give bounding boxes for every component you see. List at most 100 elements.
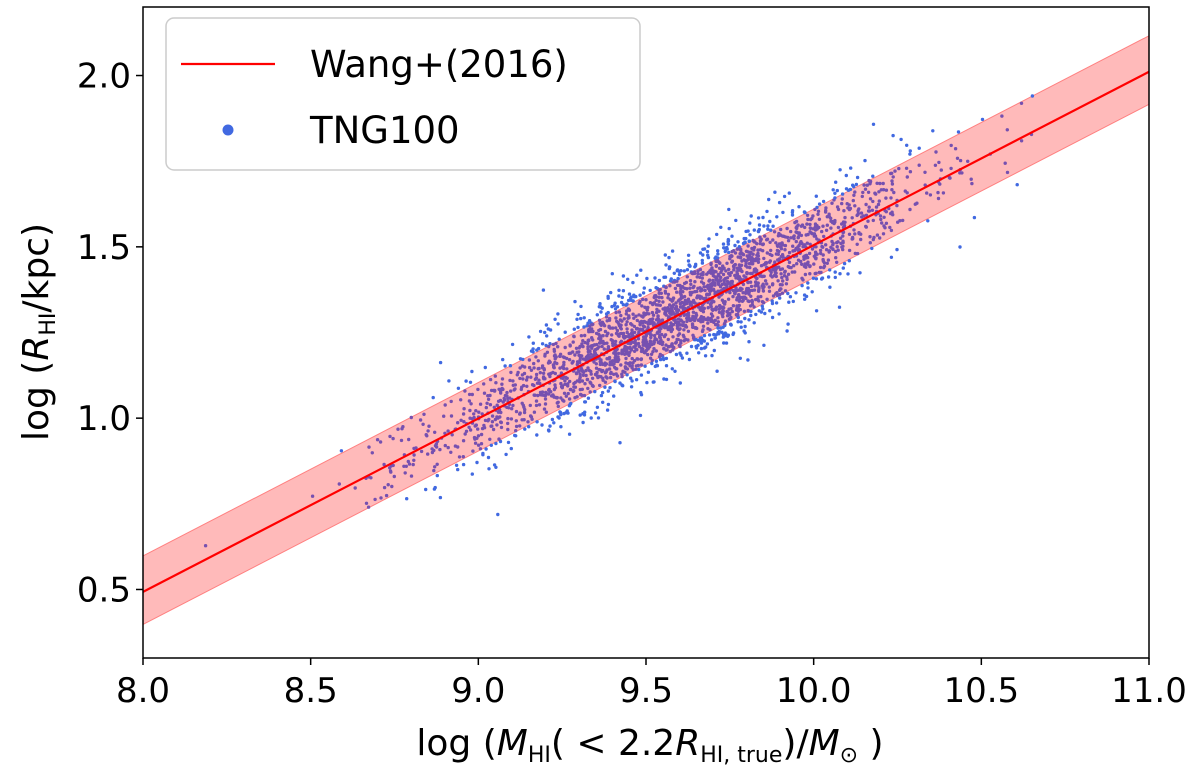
scatter-point: [871, 174, 875, 178]
scatter-point: [792, 264, 796, 268]
scatter-point: [884, 196, 888, 200]
scatter-point: [750, 298, 754, 303]
scatter-point: [689, 344, 694, 349]
scatter-point: [872, 235, 876, 240]
scatter-point: [692, 270, 697, 274]
scatter-point: [514, 409, 519, 414]
scatter-point: [623, 346, 628, 350]
scatter-point: [666, 337, 670, 342]
scatter-point: [690, 271, 694, 275]
scatter-point: [840, 192, 845, 196]
scatter-point: [493, 417, 498, 422]
scatter-point: [746, 258, 750, 262]
y-tick-label: 0.5: [77, 570, 131, 610]
scatter-point: [700, 276, 704, 280]
scatter-point: [580, 379, 585, 383]
scatter-point: [738, 356, 742, 360]
scatter-point: [883, 226, 887, 230]
scatter-point: [777, 242, 781, 246]
scatter-point: [648, 288, 652, 293]
scatter-point: [674, 301, 678, 305]
scatter-point: [641, 320, 645, 325]
scatter-point: [454, 463, 459, 467]
scatter-point: [649, 335, 653, 340]
scatter-point: [663, 253, 667, 257]
scatter-point: [375, 438, 380, 442]
scatter-point: [748, 288, 752, 293]
scatter-point: [710, 299, 714, 303]
scatter-point: [677, 272, 682, 277]
scatter-point: [621, 331, 626, 336]
scatter-point: [852, 228, 856, 232]
scatter-point: [908, 207, 912, 212]
scatter-point: [821, 253, 825, 257]
scatter-point: [672, 271, 676, 275]
scatter-point: [663, 326, 667, 330]
scatter-point: [735, 306, 739, 310]
scatter-point: [621, 369, 625, 373]
scatter-point: [818, 248, 823, 253]
scatter-point: [639, 357, 643, 362]
scatter-point: [624, 323, 628, 327]
scatter-point: [399, 438, 404, 443]
scatter-point: [785, 235, 790, 240]
scatter-point: [702, 247, 707, 251]
scatter-point: [527, 358, 532, 362]
scatter-point: [486, 397, 491, 401]
scatter-point: [570, 361, 574, 365]
scatter-point: [538, 371, 542, 375]
scatter-point: [714, 305, 719, 309]
scatter-point: [674, 304, 679, 309]
scatter-point: [604, 315, 609, 319]
scatter-point: [625, 373, 629, 377]
scatter-point: [734, 218, 738, 223]
scatter-point: [657, 295, 661, 299]
scatter-point: [562, 360, 566, 365]
scatter-point: [706, 270, 711, 275]
y-tick-label: 1.5: [77, 228, 131, 268]
scatter-point: [680, 300, 684, 305]
scatter-point: [878, 181, 882, 186]
scatter-point: [595, 347, 599, 351]
scatter-point: [601, 334, 605, 338]
scatter-point: [562, 411, 566, 416]
scatter-point: [520, 385, 524, 389]
scatter-point: [507, 406, 511, 410]
scatter-point: [878, 236, 882, 240]
scatter-point: [498, 398, 503, 403]
scatter-point: [956, 130, 961, 134]
scatter-point: [683, 301, 688, 306]
scatter-point: [644, 348, 648, 353]
scatter-point: [813, 271, 817, 276]
scatter-point: [619, 323, 623, 327]
scatter-point: [595, 405, 600, 409]
scatter-point: [412, 453, 416, 457]
scatter-point: [831, 241, 835, 246]
scatter-point: [878, 214, 883, 218]
scatter-point: [746, 308, 750, 313]
scatter-point: [851, 183, 855, 187]
scatter-point: [435, 473, 439, 478]
scatter-point: [530, 417, 534, 421]
scatter-point: [663, 289, 667, 293]
scatter-point: [657, 278, 662, 283]
scatter-point: [602, 341, 607, 346]
scatter-point: [497, 437, 501, 441]
scatter-point: [830, 201, 834, 205]
scatter-point: [366, 505, 371, 509]
scatter-point: [847, 203, 851, 207]
scatter-point: [684, 280, 688, 285]
scatter-point: [847, 259, 851, 263]
scatter-point: [608, 363, 612, 367]
scatter-point: [579, 334, 584, 338]
scatter-point: [551, 342, 556, 347]
scatter-point: [785, 275, 789, 279]
scatter-point: [521, 377, 525, 381]
scatter-point: [388, 469, 393, 473]
scatter-point: [616, 351, 621, 356]
scatter-point: [602, 347, 606, 351]
scatter-point: [731, 332, 735, 337]
scatter-point: [660, 342, 664, 347]
scatter-point: [619, 313, 623, 318]
scatter-point: [1005, 170, 1010, 175]
